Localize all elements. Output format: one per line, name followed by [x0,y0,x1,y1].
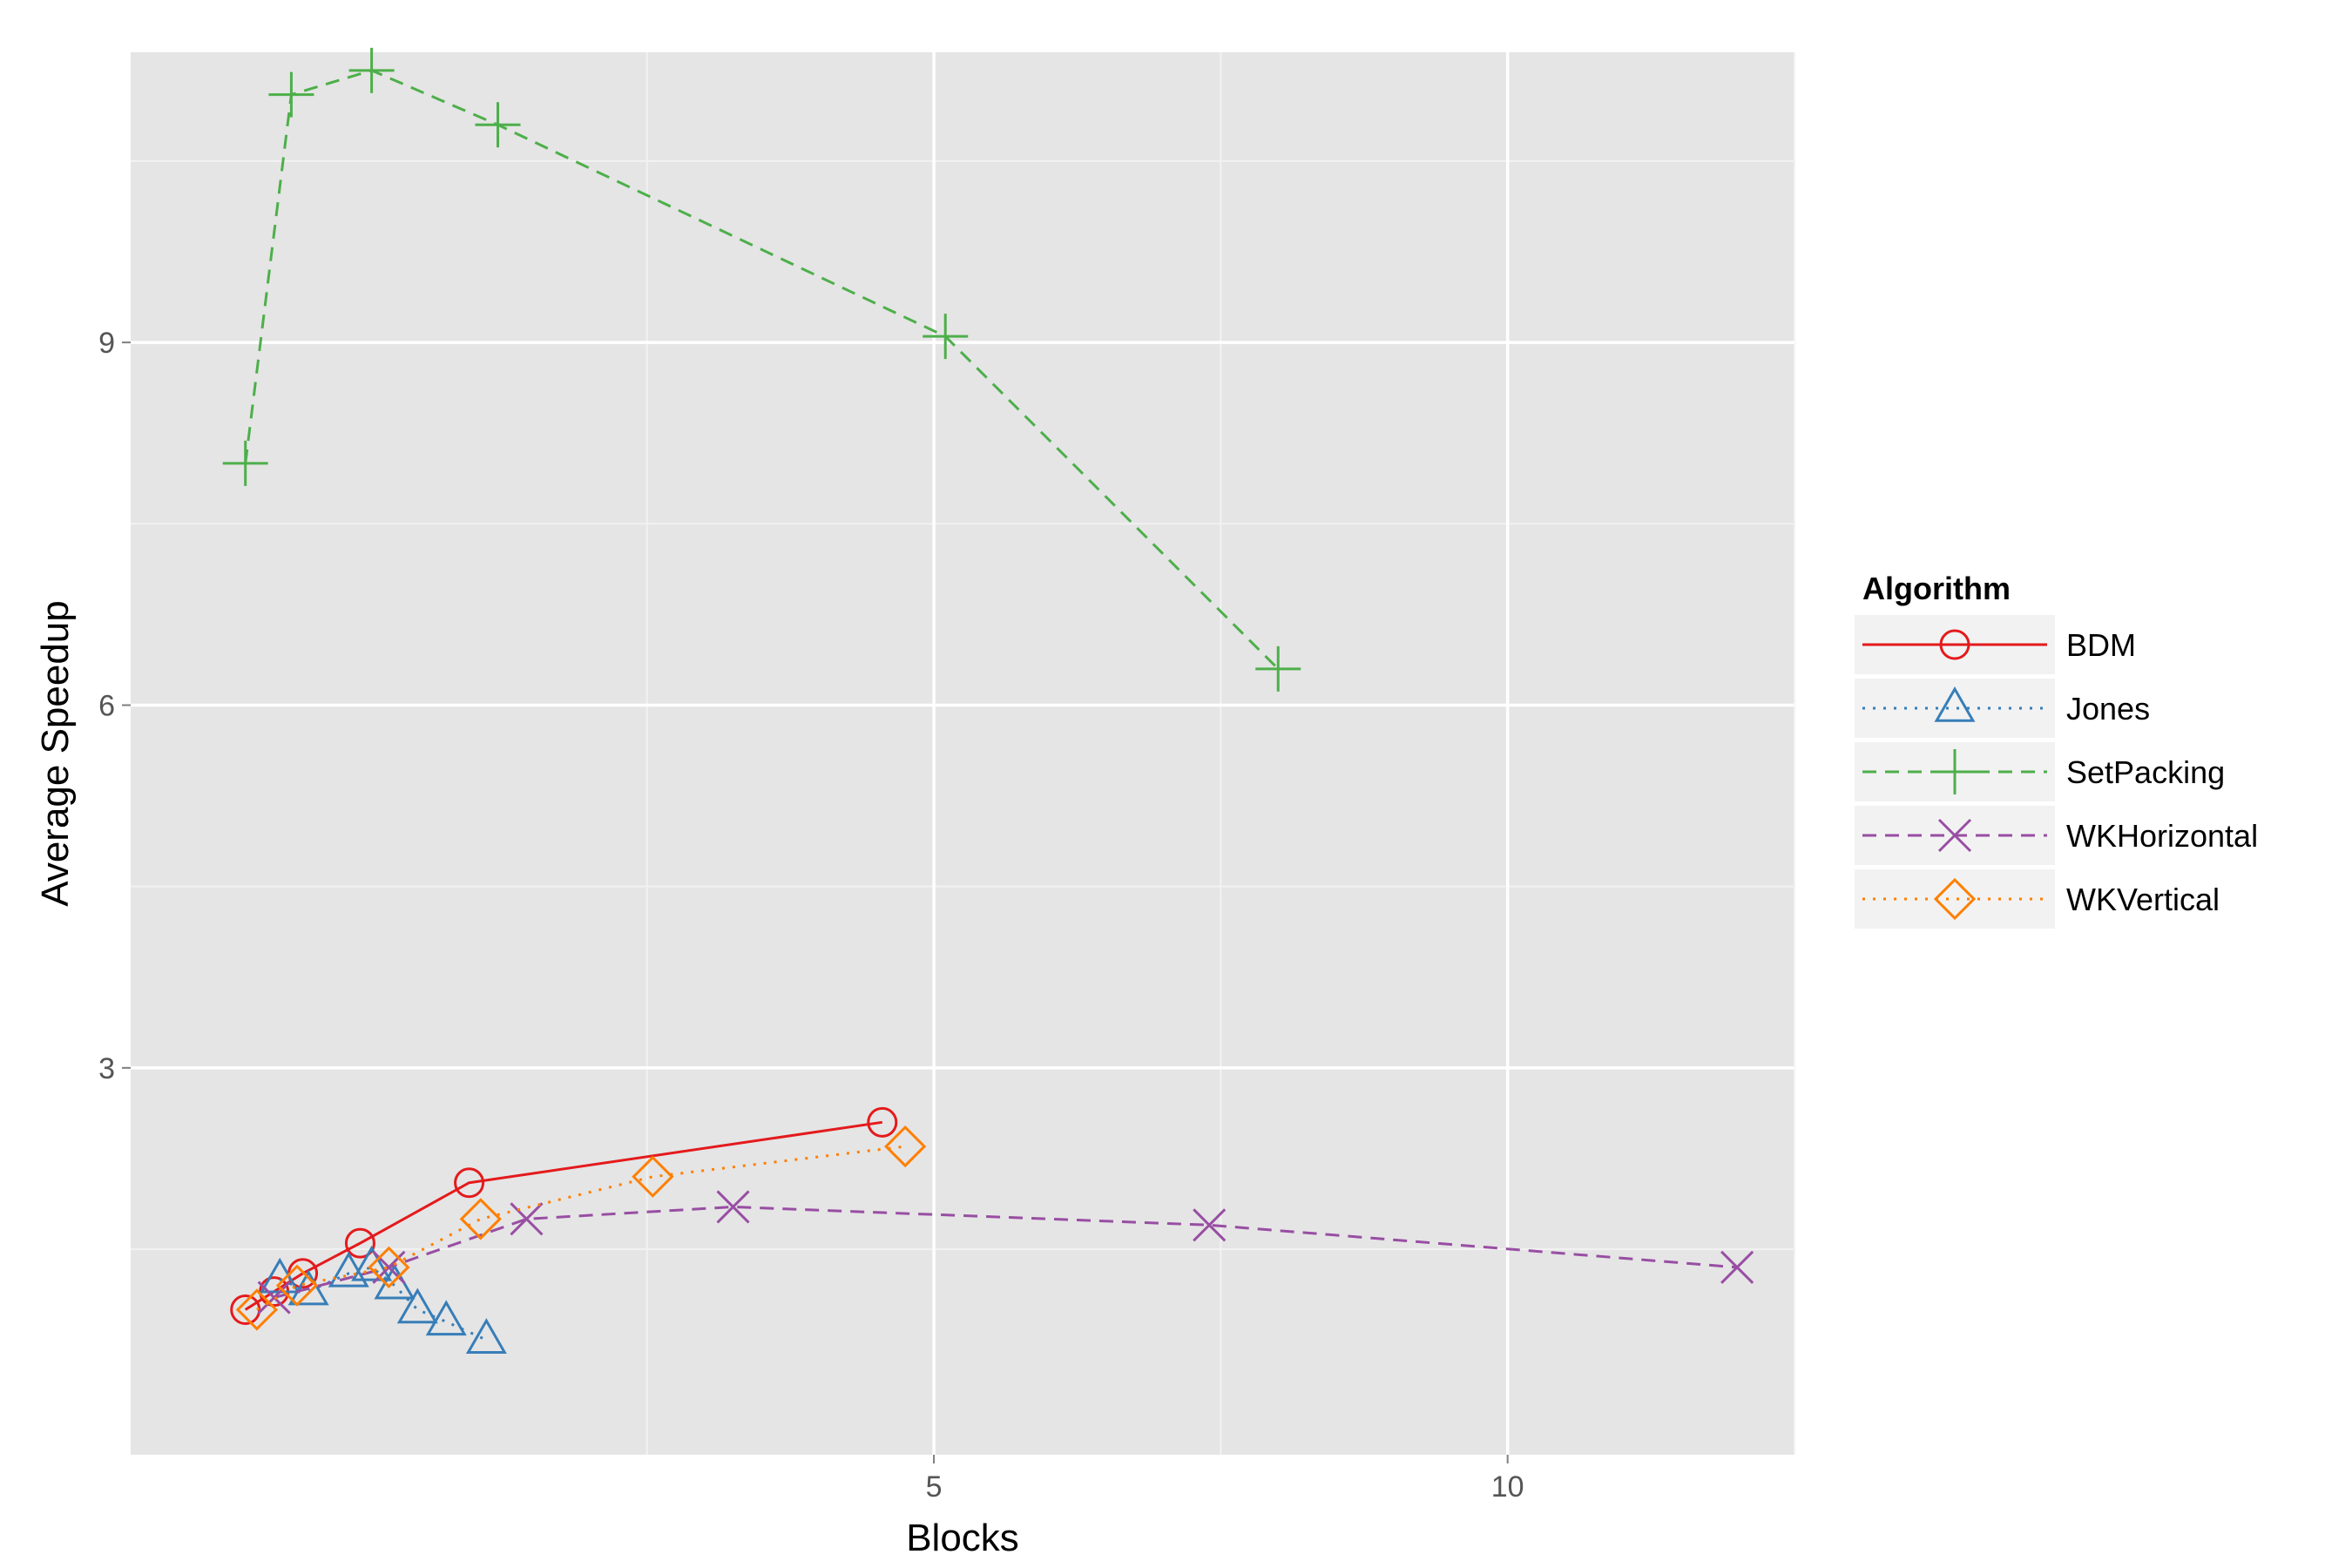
data-point-wkvertical [368,1246,410,1288]
data-point-wkvertical [235,1288,279,1331]
axes-layer: 5 10 3 6 9 [98,327,1524,1504]
legend: Algorithm BDM Jones SetPacking WKHorizontal… [1853,571,2258,930]
data-point-bdm [454,1167,485,1199]
x-tick-label: 10 [1491,1470,1524,1504]
plot-panel [131,52,1794,1455]
legend-label-setpacking: SetPacking [2066,754,2225,790]
legend-label-bdm: BDM [2066,627,2136,663]
data-point-jones [396,1288,438,1324]
legend-label-wkhorizontal: WKHorizontal [2066,818,2258,854]
legend-item-wkhorizontal: WKHorizontal [1853,804,2258,867]
y-tick-label: 6 [98,689,115,722]
data-point-setpacking [222,440,268,486]
data-point-bdm [867,1106,898,1138]
major-gridlines [131,52,1794,1455]
legend-marker-wkhorizontal [1937,818,1972,853]
data-point-setpacking [348,47,395,93]
y-tick-label: 3 [98,1052,115,1085]
data-point-setpacking [268,71,314,118]
legend-marker-bdm [1939,629,1970,660]
data-point-wkvertical [632,1155,674,1198]
legend-marker-setpacking [1932,749,1977,794]
data-point-jones [425,1300,467,1336]
legend-marker-wkvertical [1933,877,1977,921]
series-layer [222,47,1754,1354]
x-axis-title: Blocks [906,1517,1019,1559]
series-setpacking [222,47,1301,692]
data-point-wkhorizontal [510,1202,544,1236]
legend-label-jones: Jones [2066,691,2150,727]
data-point-setpacking [475,102,521,148]
legend-title: Algorithm [1862,571,2011,606]
data-point-setpacking [923,314,969,360]
series-wkvertical [235,1125,927,1331]
data-point-wkhorizontal [257,1281,291,1315]
data-point-bdm [344,1227,375,1259]
series-line-setpacking [244,69,1280,670]
legend-items: BDM Jones SetPacking WKHorizontal WKVertical [1853,613,2258,930]
data-point-wkhorizontal [1193,1208,1227,1242]
data-point-setpacking [1255,645,1301,692]
legend-marker-jones [1934,686,1976,722]
series-line-wkhorizontal [274,1205,1738,1300]
legend-item-setpacking: SetPacking [1853,740,2225,803]
legend-item-jones: Jones [1853,677,2150,740]
data-point-wkvertical [884,1125,927,1168]
legend-item-bdm: BDM [1853,613,2136,676]
y-tick-label: 9 [98,327,115,360]
minor-gridlines [131,52,1795,1455]
data-point-jones [465,1318,507,1354]
y-axis-title: Average Speedup [34,600,77,906]
data-point-wkvertical [275,1264,319,1307]
data-point-jones [351,1245,393,1281]
data-point-wkhorizontal [716,1190,750,1224]
legend-item-wkvertical: WKVertical [1853,868,2220,930]
data-point-jones [287,1269,329,1306]
x-tick-label: 5 [926,1470,943,1504]
data-point-wkvertical [459,1198,502,1240]
data-point-wkhorizontal [1720,1250,1754,1284]
legend-label-wkvertical: WKVertical [2066,882,2220,917]
